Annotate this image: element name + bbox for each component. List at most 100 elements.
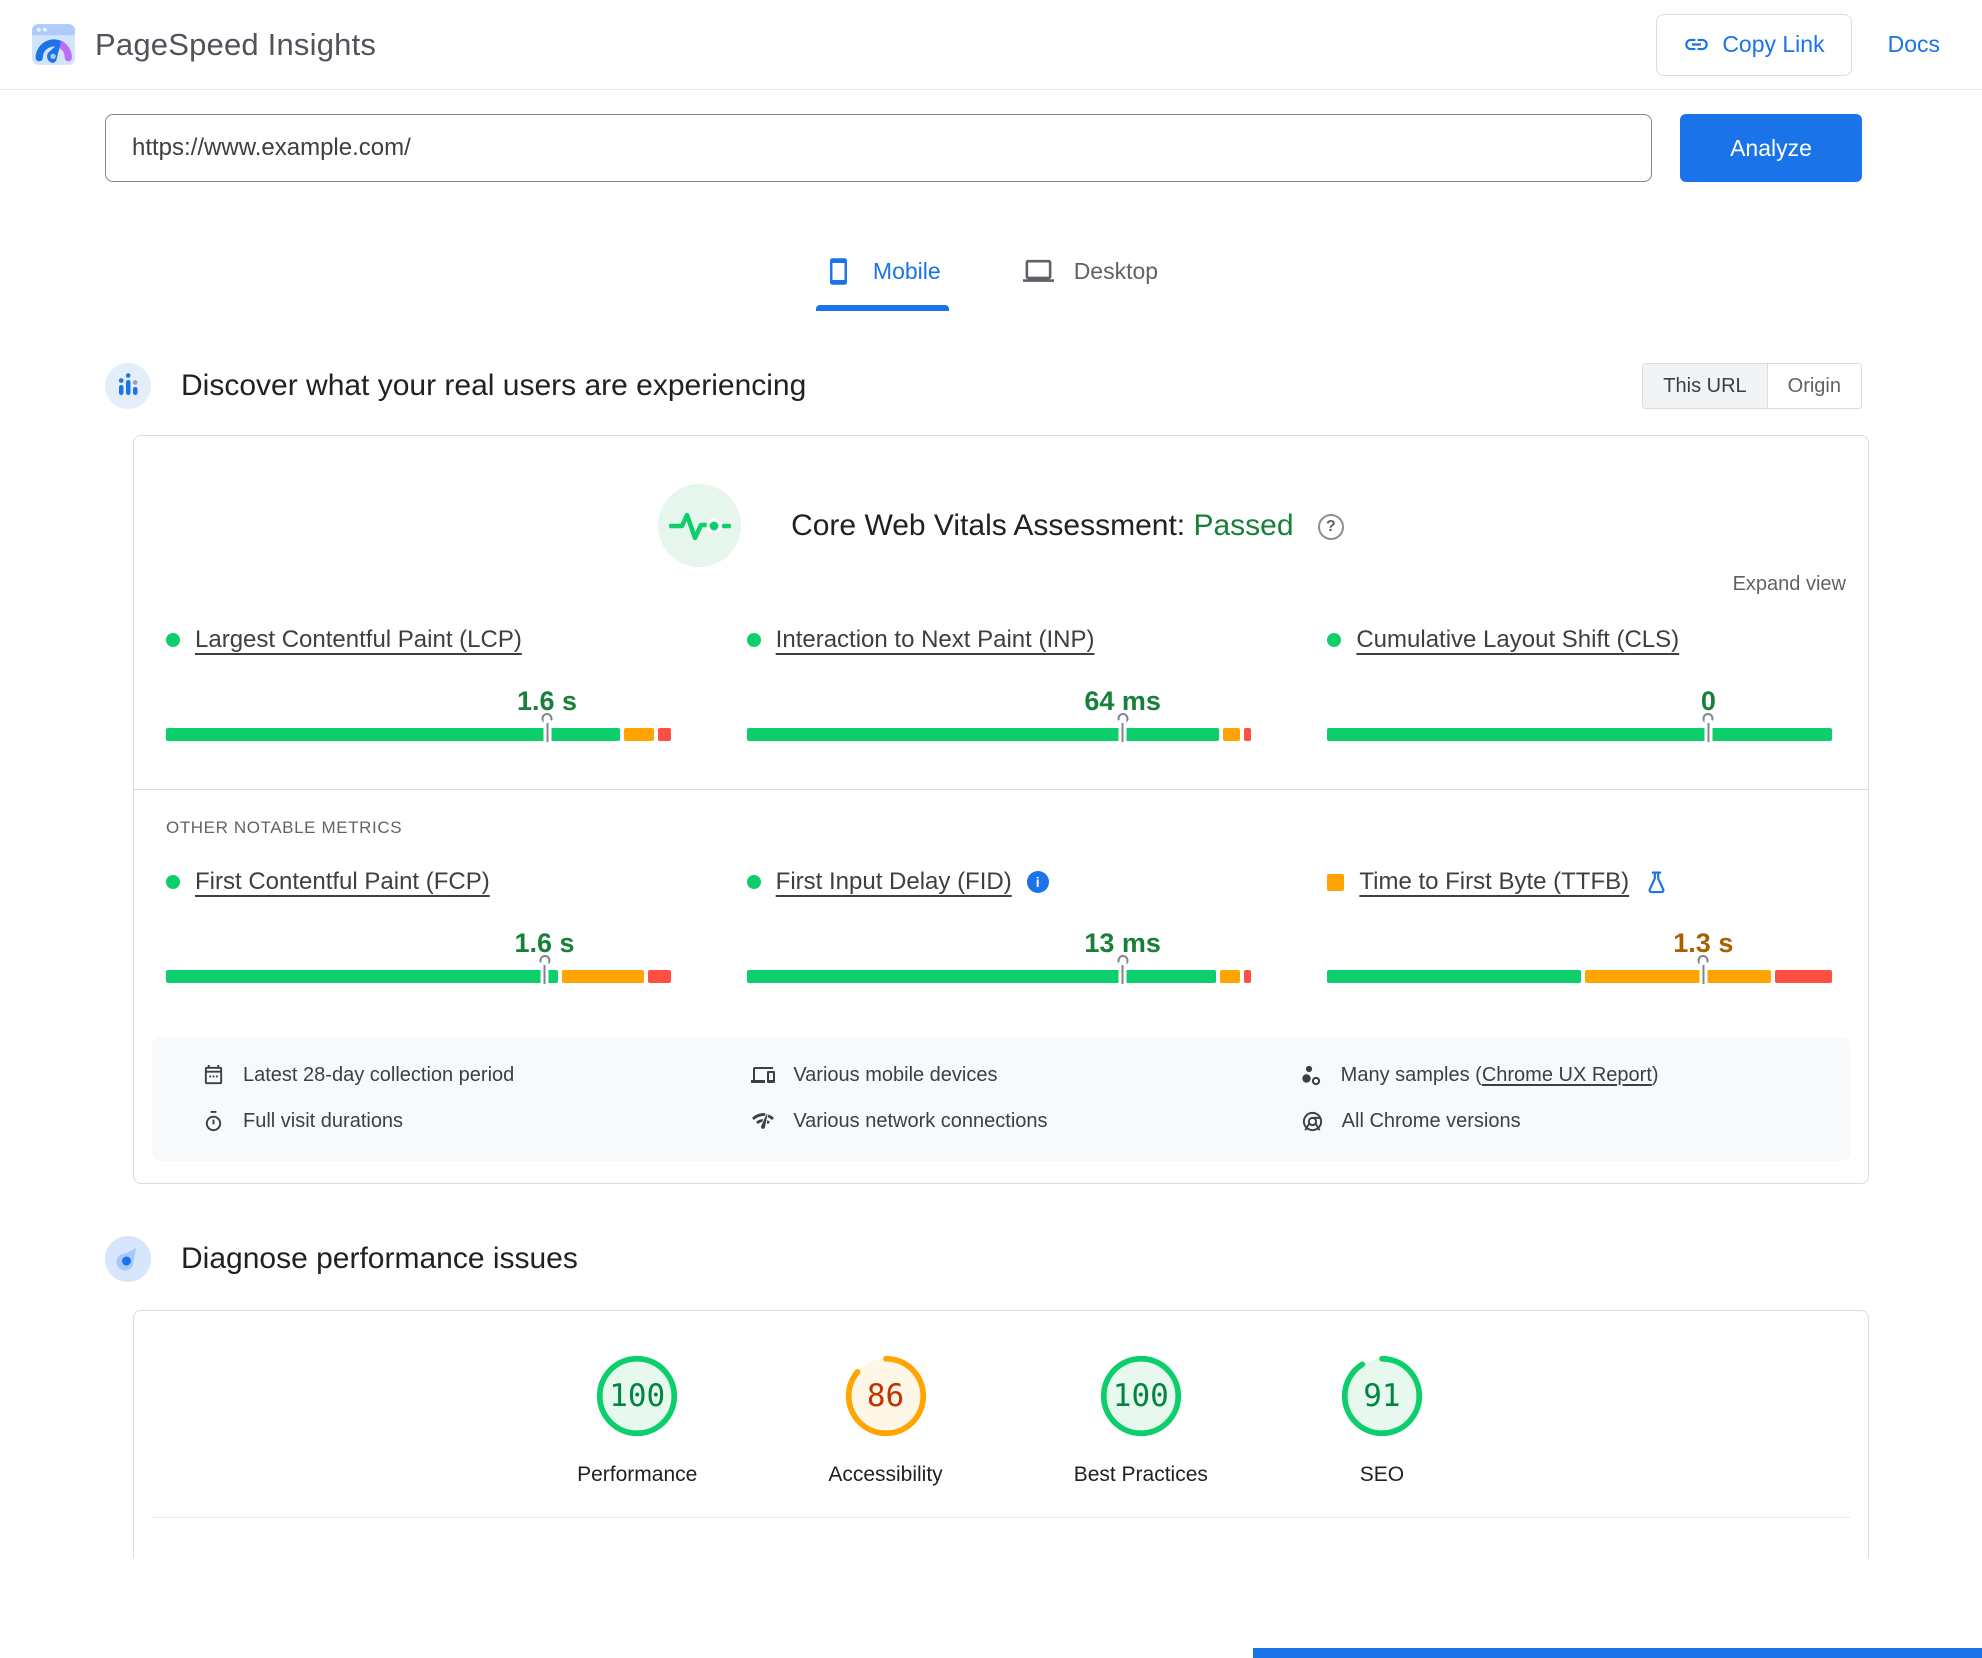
score-label: Best Practices [1073,1463,1208,1486]
collection-period: Latest 28-day collection period [202,1063,751,1087]
stopwatch-icon [202,1110,225,1133]
score-best-practices: 100 Best Practices [1074,1353,1208,1487]
network-info: Various network connections [751,1109,1300,1133]
footer-item-text: Various network connections [793,1109,1048,1132]
chrome-ux-report-link[interactable]: Chrome UX Report [1481,1063,1652,1086]
distribution-segment [166,728,621,741]
distribution-segment [1584,970,1771,983]
link-icon [1683,31,1710,58]
diagnose-section-title: Diagnose performance issues [181,1242,578,1275]
fid-distribution-bar [746,970,1252,983]
distribution-segment [1327,970,1581,983]
cwv-assessment-title: Core Web Vitals Assessment: Passed ? [791,509,1344,543]
copy-link-button[interactable]: Copy Link [1656,13,1852,76]
url-bar: Analyze [0,90,1982,182]
field-section-title: Discover what your real users are experi… [181,369,807,402]
footer-item-text: All Chrome versions [1341,1109,1521,1132]
inp-marker-pin [1117,713,1129,724]
metric-ttfb: Time to First Byte (TTFB) 1.3 s [1327,868,1832,983]
score-label: SEO [1359,1463,1405,1486]
cwv-assessment-header: Core Web Vitals Assessment: Passed ? [134,436,1868,567]
ttfb-distribution-bar [1327,970,1832,983]
network-icon [751,1109,775,1133]
tab-desktop-label: Desktop [1073,258,1159,284]
fcp-link[interactable]: First Contentful Paint (FCP) [195,868,490,895]
gauge-best-practices[interactable]: 100 [1098,1353,1184,1439]
help-icon[interactable]: ? [1317,513,1344,540]
samples-icon [1301,1064,1323,1087]
distribution-segment [746,970,1217,983]
field-data-section-header: Discover what your real users are experi… [105,363,1862,409]
lcp-value: 1.6 s [516,686,578,716]
lcp-distribution-bar [166,728,671,741]
score-label: Accessibility [828,1463,943,1486]
inp-status-icon [746,633,761,647]
gauge-performance[interactable]: 100 [594,1353,680,1439]
metric-lcp: Largest Contentful Paint (LCP) 1.6 s [166,626,671,741]
distribution-segment [658,728,671,741]
copy-link-label: Copy Link [1722,31,1825,57]
pulse-icon [658,484,742,567]
gauge-seo[interactable]: 91 [1339,1353,1425,1439]
inp-link[interactable]: Interaction to Next Paint (INP) [775,626,1095,653]
footer-item-text: Latest 28-day collection period [243,1063,515,1086]
collection-info-box: Latest 28-day collection period Various … [152,1037,1850,1161]
ttfb-link[interactable]: Time to First Byte (TTFB) [1359,868,1630,895]
url-input[interactable] [105,114,1652,182]
distribution-segment [1327,728,1833,741]
info-icon[interactable]: i [1026,871,1049,893]
footer-item-text: Many samples (Chrome UX Report) [1340,1063,1659,1086]
distribution-segment [562,970,645,983]
cls-value: 0 [1700,686,1716,716]
other-metrics-row: First Contentful Paint (FCP) 1.6 s First … [134,838,1868,1031]
pagespeed-logo-icon[interactable] [30,21,77,68]
diagnose-section-header: Diagnose performance issues [105,1236,1862,1282]
docs-link[interactable]: Docs [1887,31,1940,57]
chrome-versions: All Chrome versions [1301,1109,1850,1133]
distribution-segment [624,728,655,741]
lcp-link[interactable]: Largest Contentful Paint (LCP) [195,626,522,653]
experimental-flask-icon [1644,870,1669,895]
field-data-card: Core Web Vitals Assessment: Passed ? Exp… [133,435,1869,1184]
real-users-icon [105,363,151,409]
score-performance: 100 Performance [577,1353,697,1487]
toggle-this-url[interactable]: This URL [1643,364,1768,408]
cls-link[interactable]: Cumulative Layout Shift (CLS) [1356,626,1680,653]
smartphone-icon [824,257,853,286]
diagnose-icon [105,1236,151,1282]
score-value: 91 [1363,1378,1401,1414]
fid-value: 13 ms [1084,928,1161,958]
app-header: PageSpeed Insights Copy Link Docs [0,0,1982,90]
metric-fid: First Input Delay (FID) i 13 ms [746,868,1252,983]
device-tabs: Mobile Desktop [0,250,1982,311]
calendar-icon [202,1064,225,1087]
distribution-segment [648,970,671,983]
fid-status-icon [746,875,761,889]
distribution-segment [1220,970,1240,983]
tab-mobile[interactable]: Mobile [815,250,949,311]
fid-link[interactable]: First Input Delay (FID) [775,868,1012,895]
other-metrics-label: OTHER NOTABLE METRICS [166,818,403,837]
fcp-status-icon [166,875,180,889]
distribution-segment [1774,970,1832,983]
footer-item-text: Full visit durations [243,1109,404,1132]
gauge-accessibility[interactable]: 86 [843,1353,929,1439]
app-title: PageSpeed Insights [95,26,377,62]
tab-mobile-label: Mobile [872,258,941,284]
distribution-segment [1243,970,1252,983]
cls-status-icon [1327,633,1342,647]
core-metrics-row: Largest Contentful Paint (LCP) 1.6 s Inte… [134,596,1868,789]
bottom-blue-strip [1253,1648,1982,1658]
analyze-button[interactable]: Analyze [1680,114,1862,182]
inp-distribution-bar [746,728,1252,741]
samples-info: Many samples (Chrome UX Report) [1301,1063,1850,1087]
toggle-origin[interactable]: Origin [1767,364,1861,408]
ttfb-marker-pin [1697,955,1709,966]
expand-view-button[interactable]: Expand view [1732,573,1846,595]
fcp-distribution-bar [166,970,671,983]
fid-marker-pin [1117,955,1129,966]
ttfb-status-icon [1327,873,1345,891]
score-value: 100 [1112,1378,1169,1414]
tab-desktop[interactable]: Desktop [1015,250,1166,311]
lcp-marker-pin [541,713,553,724]
